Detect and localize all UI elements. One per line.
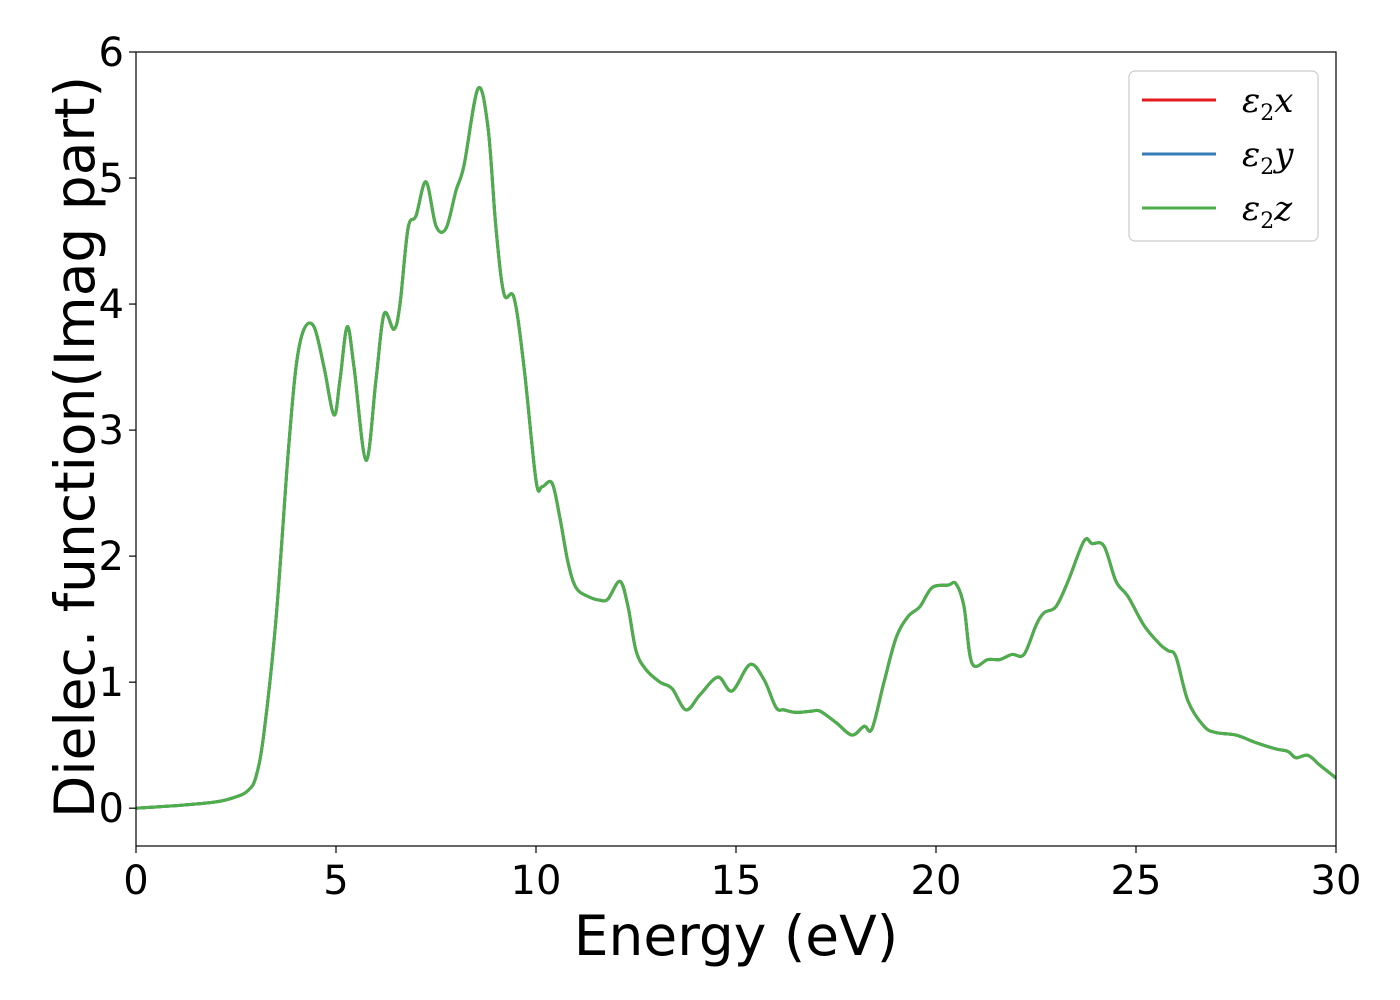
legend-symbol: ε [1242,81,1260,121]
y-tick-label: 4 [99,282,124,328]
x-axis: 0 5 10 15 20 25 30 [123,846,1361,904]
y-tick-label: 5 [99,156,124,202]
x-tick-label: 10 [511,858,562,904]
y-tick-label: 3 [99,408,124,454]
legend-variable: x [1274,81,1293,121]
x-tick-label: 30 [1311,858,1362,904]
y-axis-label: Dielec. function(Imag part) [43,76,107,818]
y-tick-label: 1 [99,660,124,706]
x-axis-label: Energy (eV) [574,904,898,968]
legend-subscript: 2 [1260,209,1274,234]
legend-symbol: ε [1242,189,1260,229]
x-tick-label: 5 [323,858,348,904]
legend-symbol: ε [1242,135,1260,175]
x-tick-label: 0 [123,858,148,904]
x-tick-label: 20 [911,858,962,904]
x-tick-label: 15 [711,858,762,904]
legend-box [1128,70,1319,242]
legend-label-x: ε2x [1242,81,1293,126]
x-tick-label: 25 [1111,858,1162,904]
legend-variable: z [1273,189,1293,229]
y-axis: 0 1 2 3 4 5 6 [99,30,136,832]
legend-variable: y [1272,135,1294,175]
y-tick-label: 0 [99,786,124,832]
y-tick-label: 2 [99,534,124,580]
legend-label-y: ε2y [1242,135,1294,180]
legend-subscript: 2 [1260,155,1274,180]
series-line-z [136,85,1336,810]
series-layer [136,85,1336,810]
legend-label-z: ε2z [1242,189,1293,234]
legend-subscript: 2 [1260,101,1274,126]
y-tick-label: 6 [99,30,124,76]
